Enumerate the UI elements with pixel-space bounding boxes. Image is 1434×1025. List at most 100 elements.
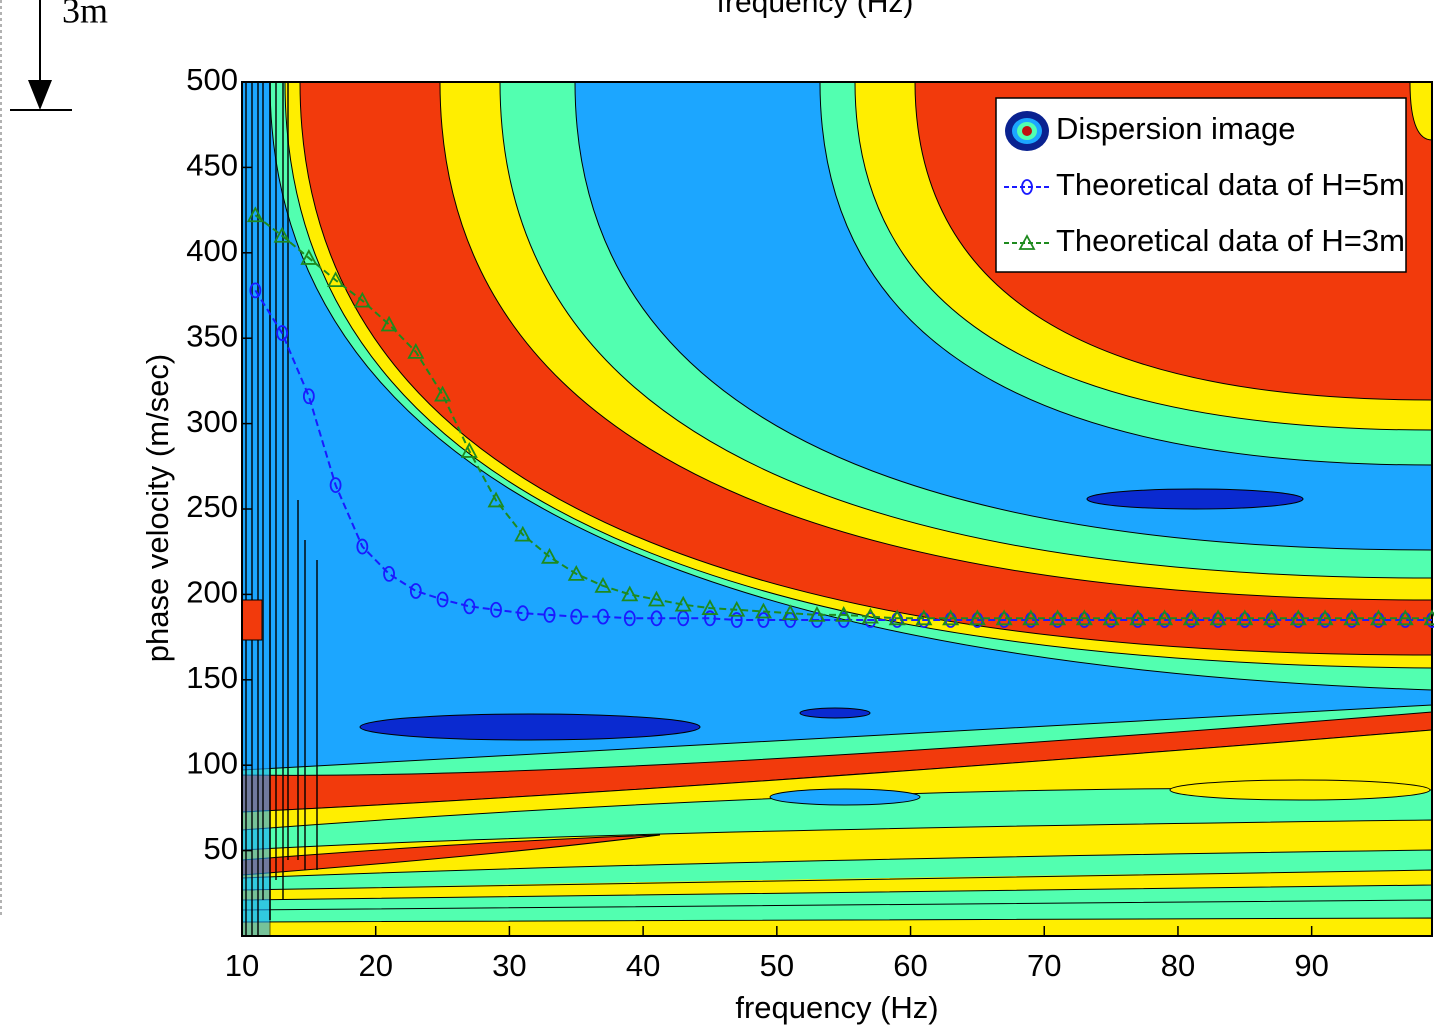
marker [490,601,502,618]
marker [888,609,906,626]
marker [543,606,556,623]
marker [249,282,262,299]
marker [407,342,425,359]
contour [1169,779,1431,801]
marker [460,442,478,458]
marker [1263,609,1281,626]
marker [329,477,342,493]
marker [570,608,583,625]
marker [730,612,743,628]
y-tick-label: 450 [186,148,238,183]
marker [436,591,449,608]
marker [1049,609,1067,626]
contour [242,869,1432,901]
marker [757,612,770,628]
marker [516,605,529,622]
marker [597,608,609,625]
y-tick-label: 250 [186,489,238,524]
marker [781,604,799,621]
y-tick-label: 100 [186,745,238,780]
marker [541,547,559,564]
x-tick-label: 80 [1161,948,1195,983]
contour [799,707,871,719]
y-tick-label: 300 [186,404,238,439]
marker [327,271,345,288]
marker [728,600,746,617]
marker [674,595,692,612]
y-tick-label: 400 [186,233,238,268]
x-tick-label: 90 [1294,948,1328,983]
contour [359,713,701,741]
y-tick-label: 200 [186,575,238,610]
marker [356,538,369,555]
marker [276,325,289,341]
marker [1156,609,1174,626]
marker [808,605,826,622]
marker [487,491,505,508]
marker [1396,609,1414,626]
annotation: 3m [62,0,108,30]
marker [754,602,772,619]
marker [623,610,636,627]
marker [1236,609,1254,626]
legend: Dispersion image [995,97,1407,273]
marker [353,291,371,308]
marker [1022,609,1040,626]
legend-icon [1022,126,1032,136]
marker [1102,609,1120,626]
x-axis-label: frequency (Hz) [735,990,938,1025]
legend-label: Theoretical data of H=5m [1056,167,1405,202]
marker [1423,609,1434,626]
marker [380,315,398,332]
y-axis-label: phase velocity (m/sec) [140,354,175,662]
marker [383,566,395,582]
x-tick-label: 40 [626,948,660,983]
marker [1075,609,1093,626]
marker [701,599,719,615]
marker [302,388,315,405]
marker [1343,609,1361,626]
marker [704,610,716,627]
marker [1289,609,1307,626]
marker [647,590,666,607]
series-line [254,214,1432,620]
marker [861,607,879,624]
y-tick-label: 350 [186,318,238,353]
marker [594,576,612,593]
marker [246,206,264,223]
contour [1086,488,1304,510]
marker [409,583,422,599]
annotation: frequency (Hz) [717,0,914,19]
marker [650,610,663,627]
marker [1370,609,1388,626]
marker [434,385,452,402]
x-tick-label: 10 [225,948,259,983]
x-tick-label: 20 [358,948,392,983]
marker [1182,609,1200,626]
marker [514,525,532,542]
marker [1129,609,1147,626]
legend-label: Dispersion image [1056,111,1296,146]
x-tick-label: 70 [1027,948,1061,983]
contour [242,834,661,876]
x-tick-label: 50 [760,948,794,983]
legend-box [995,97,1407,273]
y-tick-label: 150 [186,660,238,695]
y-tick-label: 50 [204,831,238,866]
marker [463,598,476,615]
marker [621,585,639,602]
marker [942,609,960,626]
x-tick-label: 30 [492,948,526,983]
marker [995,609,1013,626]
marker [1316,609,1334,626]
marker [915,609,933,626]
marker [1209,609,1227,626]
marker [968,609,986,626]
legend-label: Theoretical data of H=3m [1056,223,1405,258]
legend-marker [1018,234,1036,250]
y-tick-label: 500 [186,62,238,97]
marker [567,565,585,581]
contour [242,917,1432,936]
